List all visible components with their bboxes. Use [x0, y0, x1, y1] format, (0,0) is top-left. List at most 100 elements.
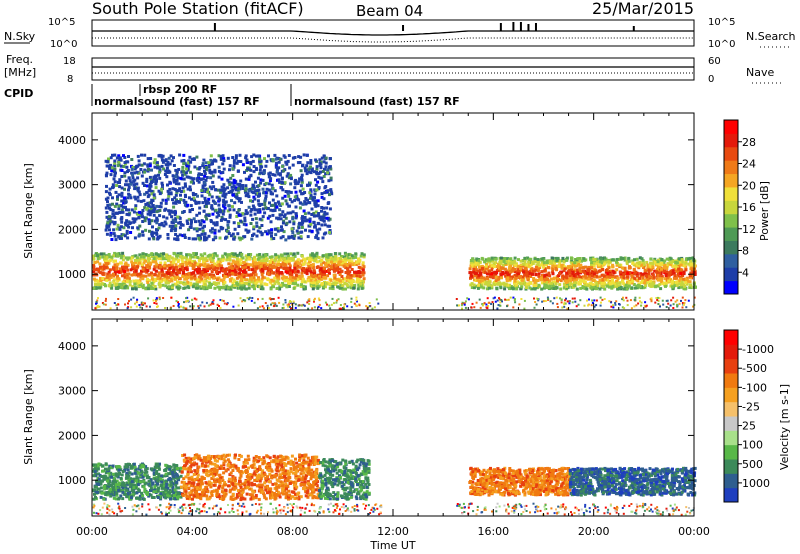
echo-cell — [311, 198, 315, 202]
echo-cell — [193, 259, 196, 263]
echo-cell — [480, 283, 484, 287]
echo-cell — [186, 275, 190, 279]
echo-cell — [188, 263, 192, 267]
echo-cell — [354, 255, 358, 259]
echo-cell — [355, 260, 359, 264]
echo-cell — [141, 274, 145, 278]
echo-cell — [231, 205, 234, 209]
echo-cell — [622, 273, 626, 277]
echo-cell — [312, 275, 315, 279]
echo-cell — [109, 233, 113, 237]
echo-cell — [291, 257, 295, 261]
echo-cell — [597, 265, 601, 269]
echo-cell — [208, 273, 212, 277]
echo-cell — [677, 267, 681, 271]
echo-cell — [130, 298, 133, 301]
echo-cell — [128, 283, 132, 287]
echo-cell — [189, 204, 193, 208]
echo-cell — [149, 184, 153, 188]
echo-cell — [168, 274, 172, 278]
echo-cell — [140, 269, 143, 273]
echo-cell — [208, 267, 212, 271]
echo-cell — [211, 159, 215, 163]
echo-cell — [682, 264, 686, 268]
power-echoes — [92, 153, 697, 310]
echo-cell — [338, 252, 342, 256]
echo-cell — [151, 209, 155, 213]
echo-cell — [174, 233, 178, 236]
cpid-segment-3: normalsound (fast) 157 RF — [294, 95, 460, 108]
echo-cell — [478, 268, 482, 272]
echo-cell — [325, 212, 329, 216]
echo-cell — [529, 275, 533, 278]
echo-cell — [288, 197, 292, 201]
echo-cell — [113, 159, 117, 163]
echo-cell — [183, 203, 187, 207]
echo-cell — [208, 168, 212, 172]
echo-cell — [139, 199, 143, 203]
echo-cell — [183, 267, 187, 270]
echo-cell — [201, 201, 205, 205]
echo-cell — [178, 187, 182, 191]
echo-cell — [326, 224, 330, 228]
echo-cell — [315, 214, 318, 218]
echo-cell — [598, 287, 602, 291]
echo-cell — [303, 166, 307, 170]
echo-cell — [171, 187, 175, 191]
echo-cell — [568, 277, 572, 281]
echo-cell — [513, 260, 517, 264]
echo-cell — [140, 263, 144, 267]
echo-cell — [112, 222, 116, 226]
echo-cell — [286, 192, 290, 196]
echo-cell — [292, 252, 296, 256]
echo-cell — [344, 287, 347, 291]
echo-cell — [164, 201, 168, 205]
echo-cell — [293, 186, 297, 190]
echo-cell — [200, 189, 204, 192]
echo-cell — [111, 202, 114, 206]
echo-cell — [550, 281, 554, 285]
echo-cell — [146, 287, 150, 291]
echo-cell — [205, 217, 209, 221]
echo-cell — [232, 253, 236, 257]
echo-cell — [158, 282, 161, 286]
echo-cell — [160, 155, 164, 159]
echo-cell — [509, 260, 513, 264]
echo-cell — [204, 199, 207, 203]
echo-cell — [113, 272, 117, 275]
echo-cell — [136, 265, 140, 269]
echo-cell — [293, 254, 297, 258]
echo-cell — [599, 257, 603, 261]
echo-cell — [196, 269, 200, 273]
echo-cell — [233, 235, 237, 239]
echo-cell — [340, 261, 344, 265]
echo-cell — [220, 177, 224, 181]
echo-cell — [164, 169, 168, 173]
echo-cell — [252, 225, 256, 229]
nsky-frame — [91, 19, 695, 47]
echo-cell — [201, 164, 205, 168]
echo-cell — [313, 225, 317, 229]
echo-cell — [129, 257, 133, 261]
echo-cell — [567, 265, 570, 269]
echo-cell — [670, 282, 674, 286]
echo-cell — [112, 281, 116, 285]
echo-cell — [300, 274, 304, 278]
echo-cell — [282, 219, 286, 223]
echo-cell — [574, 278, 578, 282]
echo-cell — [319, 166, 323, 170]
echo-cell — [472, 267, 476, 271]
echo-cell — [168, 187, 172, 191]
echo-cell — [117, 270, 121, 274]
echo-cell — [562, 277, 566, 281]
echo-cell — [373, 306, 376, 309]
echo-cell — [124, 303, 126, 306]
echo-cell — [688, 280, 692, 284]
echo-cell — [237, 236, 241, 240]
echo-cell — [469, 261, 473, 265]
echo-cell — [160, 273, 164, 277]
echo-cell — [281, 281, 284, 285]
echo-cell — [246, 256, 250, 260]
echo-cell — [291, 163, 295, 167]
echo-cell — [669, 278, 672, 282]
